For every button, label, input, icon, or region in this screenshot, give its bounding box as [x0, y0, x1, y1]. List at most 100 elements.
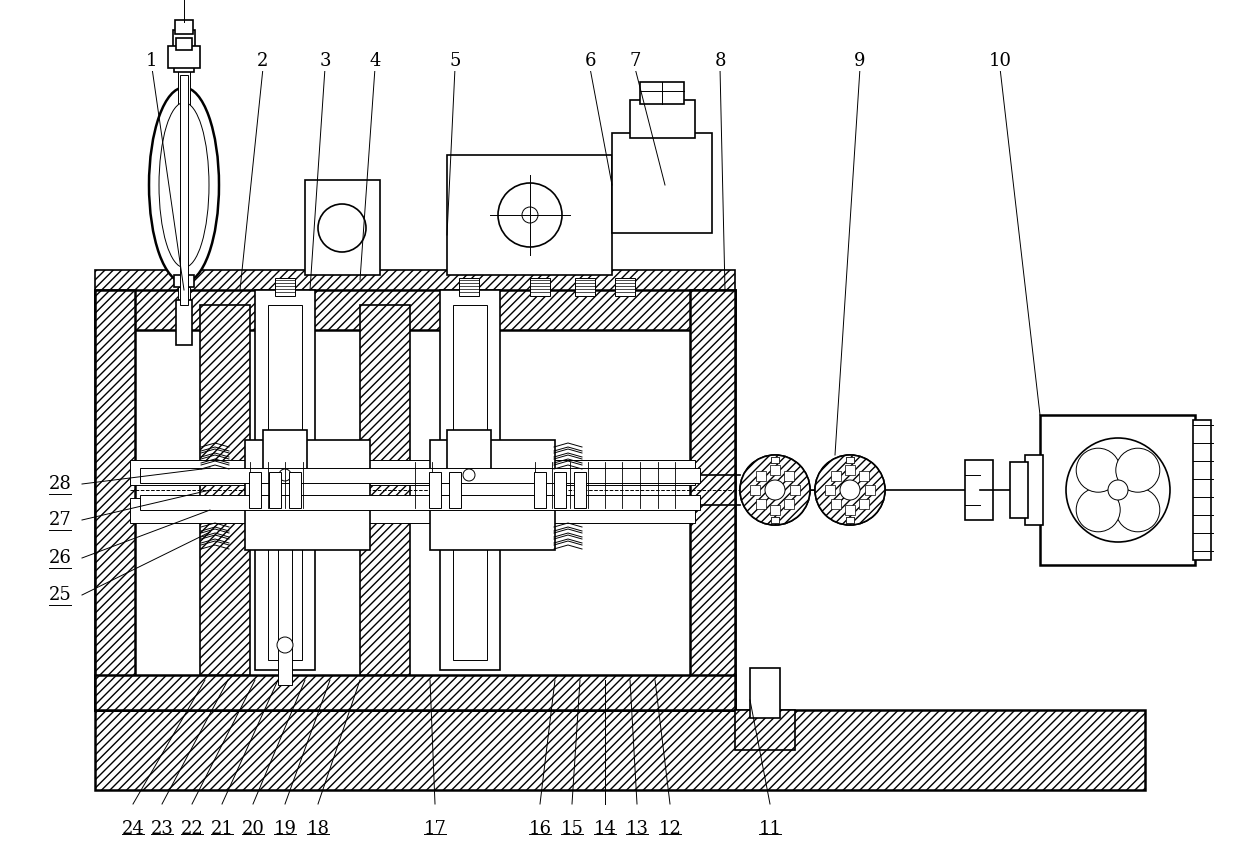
Bar: [846, 517, 854, 523]
Bar: [449, 472, 461, 508]
Ellipse shape: [149, 87, 219, 282]
Bar: [275, 278, 295, 296]
Circle shape: [317, 204, 366, 252]
Text: 7: 7: [630, 52, 641, 70]
Bar: [735, 710, 795, 750]
Circle shape: [1076, 449, 1120, 492]
Bar: [1011, 462, 1028, 518]
Text: 13: 13: [625, 820, 649, 838]
Text: 1: 1: [146, 52, 157, 70]
Bar: [640, 82, 684, 104]
Bar: [575, 278, 595, 296]
Bar: [831, 471, 841, 481]
Bar: [140, 495, 701, 510]
Circle shape: [1116, 488, 1159, 532]
Bar: [770, 505, 780, 515]
Bar: [130, 498, 694, 523]
Bar: [255, 290, 315, 670]
Bar: [269, 472, 281, 508]
Circle shape: [1066, 438, 1171, 542]
Text: 23: 23: [150, 820, 174, 838]
Text: 6: 6: [584, 52, 595, 70]
Bar: [429, 472, 441, 508]
Bar: [846, 457, 854, 463]
Bar: [174, 62, 193, 72]
Bar: [1040, 415, 1195, 565]
Bar: [174, 30, 195, 48]
Bar: [750, 668, 780, 718]
Bar: [750, 485, 760, 495]
Bar: [268, 305, 303, 660]
Text: 17: 17: [424, 820, 446, 838]
Bar: [289, 472, 301, 508]
Bar: [846, 517, 854, 523]
Bar: [965, 460, 993, 520]
Bar: [771, 517, 779, 523]
Bar: [430, 440, 556, 550]
Text: 5: 5: [449, 52, 461, 70]
Circle shape: [839, 480, 861, 500]
Bar: [246, 440, 370, 550]
Bar: [784, 499, 794, 509]
Bar: [176, 300, 192, 345]
Bar: [630, 100, 694, 138]
Bar: [453, 305, 487, 660]
Text: 18: 18: [306, 820, 330, 838]
Bar: [784, 471, 794, 481]
Text: 26: 26: [48, 549, 72, 567]
Bar: [95, 290, 735, 330]
Bar: [554, 472, 565, 508]
Circle shape: [463, 469, 475, 481]
Bar: [756, 499, 766, 509]
Bar: [130, 460, 694, 485]
Bar: [95, 290, 135, 710]
Bar: [263, 430, 308, 470]
Text: 16: 16: [528, 820, 552, 838]
Bar: [859, 499, 869, 509]
Circle shape: [279, 469, 291, 481]
Text: 10: 10: [988, 52, 1012, 70]
Ellipse shape: [159, 102, 210, 268]
Text: 12: 12: [658, 820, 682, 838]
Bar: [756, 471, 766, 481]
Circle shape: [815, 455, 885, 525]
Text: 15: 15: [560, 820, 584, 838]
Bar: [179, 287, 190, 302]
Text: 24: 24: [122, 820, 144, 838]
Bar: [534, 472, 546, 508]
Bar: [689, 290, 735, 710]
Bar: [174, 275, 193, 287]
Bar: [180, 75, 188, 305]
Bar: [615, 278, 635, 296]
Text: 22: 22: [181, 820, 203, 838]
Text: 19: 19: [274, 820, 296, 838]
Bar: [95, 270, 735, 305]
Circle shape: [740, 455, 810, 525]
Text: 25: 25: [48, 586, 72, 604]
Text: 20: 20: [242, 820, 264, 838]
Circle shape: [1116, 449, 1159, 492]
Text: 2: 2: [258, 52, 269, 70]
Bar: [95, 710, 1145, 790]
Bar: [200, 305, 250, 675]
Bar: [360, 305, 410, 675]
Circle shape: [277, 637, 293, 653]
Bar: [249, 472, 260, 508]
Text: 3: 3: [319, 52, 331, 70]
Bar: [825, 485, 835, 495]
Bar: [175, 20, 193, 34]
Bar: [613, 133, 712, 233]
Circle shape: [815, 455, 885, 525]
Bar: [130, 305, 701, 685]
Circle shape: [1076, 488, 1120, 532]
Bar: [866, 485, 875, 495]
Bar: [440, 290, 500, 670]
Bar: [790, 485, 800, 495]
Circle shape: [522, 207, 538, 223]
Bar: [771, 457, 779, 463]
Text: 8: 8: [714, 52, 725, 70]
Bar: [846, 457, 854, 463]
Bar: [1025, 455, 1043, 525]
Text: 11: 11: [759, 820, 781, 838]
Circle shape: [1109, 480, 1128, 500]
